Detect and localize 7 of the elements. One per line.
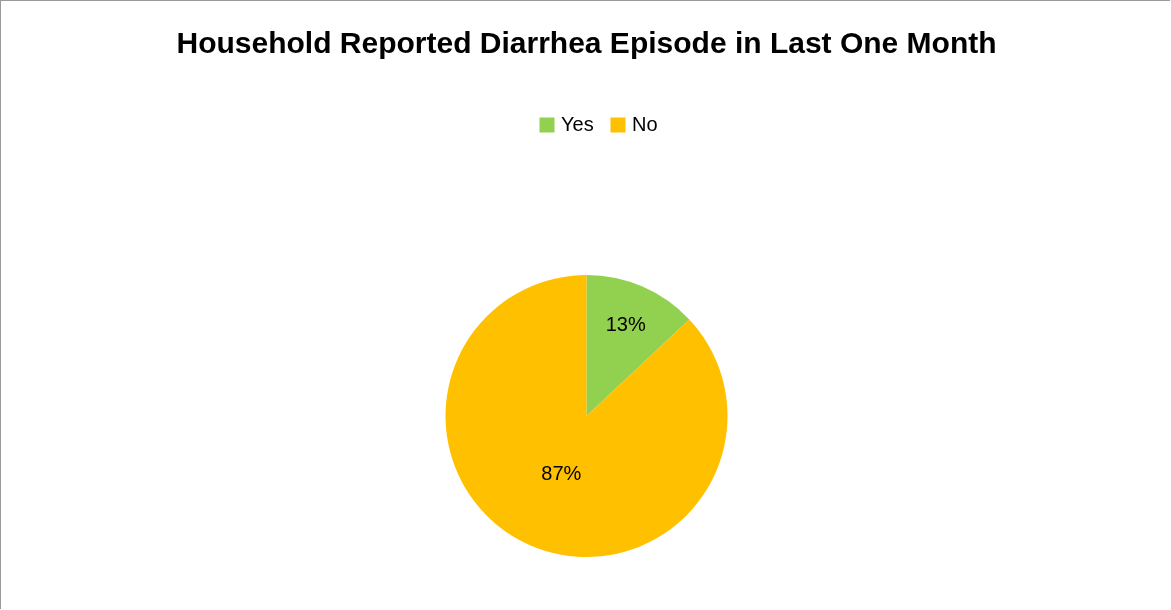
pie-slice <box>586 275 690 416</box>
chart-title: Household Reported Diarrhea Episode in Last One Month <box>176 26 997 59</box>
legend-label: Yes <box>561 113 594 135</box>
data-label: 13% <box>605 313 646 336</box>
data-label: 87% <box>541 462 582 485</box>
pie-slice <box>445 275 728 557</box>
legend-label: No <box>632 113 658 135</box>
